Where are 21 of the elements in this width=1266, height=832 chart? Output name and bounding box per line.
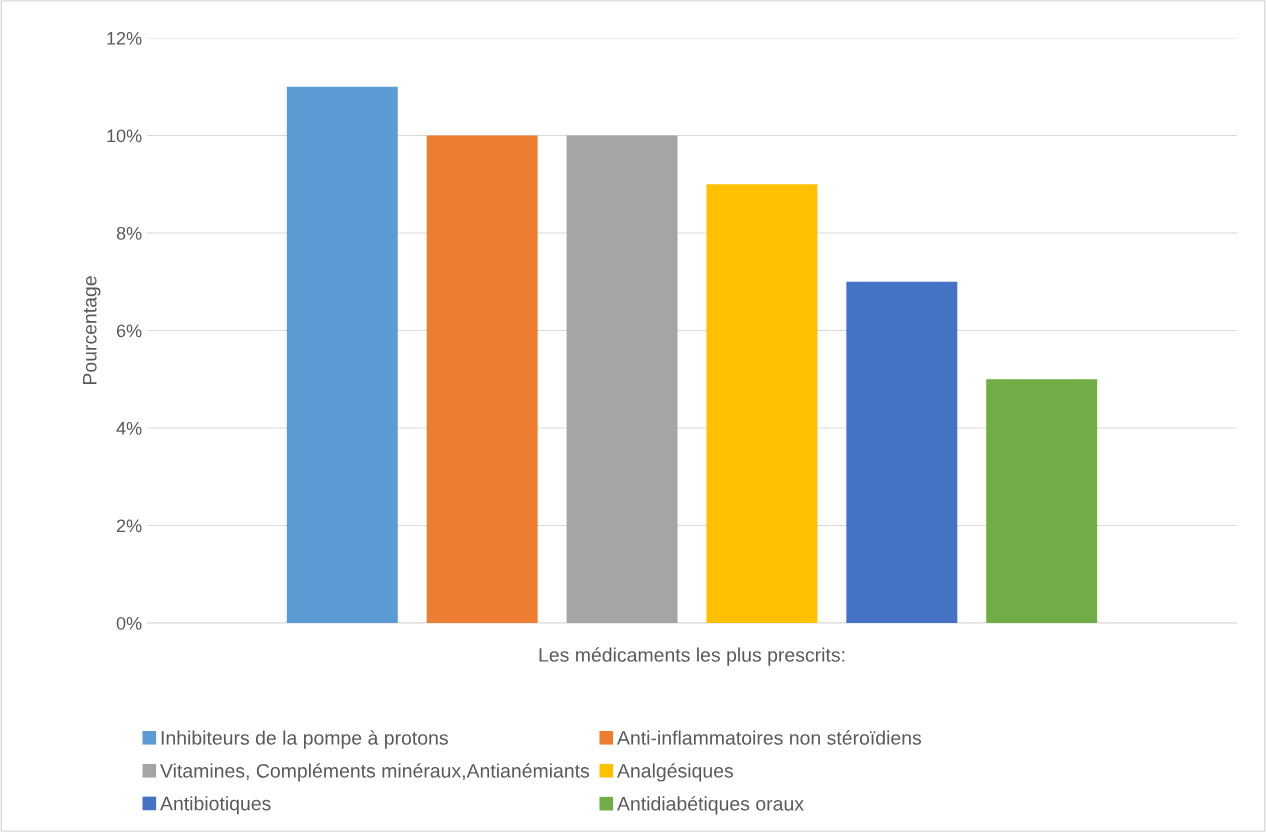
- y-tick-label: 0%: [116, 616, 142, 630]
- legend-label: Inhibiteurs de la pompe à protons: [161, 730, 448, 749]
- y-tick-label: 12%: [107, 31, 142, 45]
- y-tick-label: 2%: [116, 519, 142, 533]
- legend-label: Vitamines, Compléments minéraux,Antianémiants: [160, 763, 590, 782]
- y-axis-title: Pourcentage: [83, 276, 101, 385]
- legend-label: Anti-inflammatoires non stéroïdiens: [617, 730, 922, 745]
- y-tick-label: 8%: [116, 226, 142, 240]
- bar: [986, 379, 1098, 623]
- bar: [286, 86, 398, 623]
- y-tick-label: 6%: [116, 324, 142, 338]
- bar: [846, 281, 958, 623]
- x-axis-title: Les médicaments les plus prescrits:: [539, 647, 845, 666]
- bar: [706, 184, 818, 623]
- legend-label: Antidiabétiques oraux: [617, 796, 804, 815]
- legend-label: Antibiotiques: [160, 796, 271, 815]
- y-tick-label: 10%: [107, 129, 142, 143]
- y-tick-label: 4%: [116, 422, 142, 435]
- legend-label: Analgésiques: [617, 763, 734, 782]
- bar: [566, 135, 678, 623]
- bar: [426, 135, 538, 623]
